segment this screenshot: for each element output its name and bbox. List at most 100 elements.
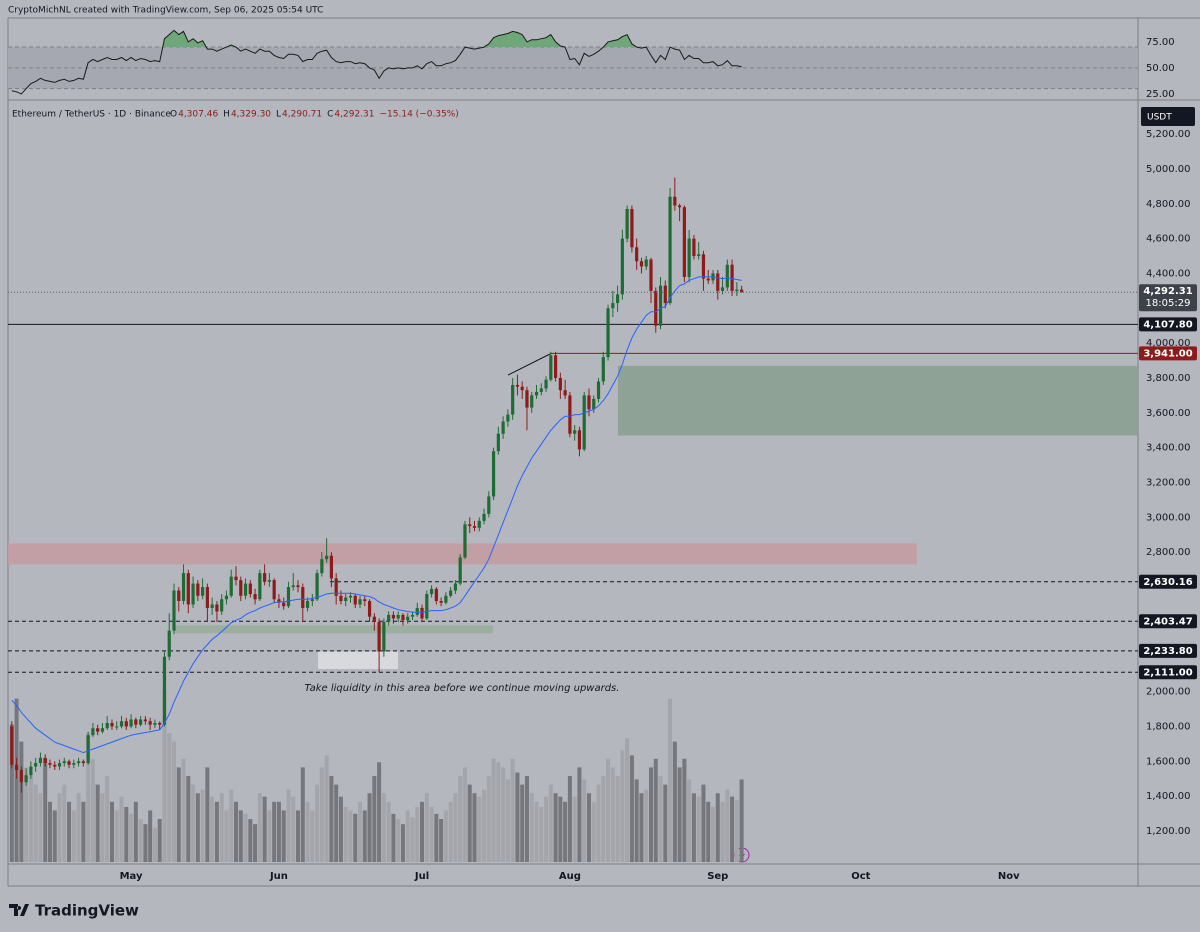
- volume-bar: [19, 741, 24, 862]
- candle-body: [382, 621, 386, 652]
- zone: [618, 365, 1138, 436]
- candle-body: [635, 247, 639, 262]
- candle-body: [315, 573, 319, 600]
- volume-bar: [658, 776, 663, 862]
- price-level-box: [1139, 317, 1197, 332]
- volume-bar: [152, 827, 157, 862]
- candle-body: [501, 421, 505, 434]
- candle-body: [210, 604, 214, 608]
- volume-bar: [52, 810, 57, 862]
- zone: [318, 651, 398, 669]
- y-tick-label: 5,200.00: [1146, 129, 1191, 140]
- volume-bar: [472, 793, 477, 862]
- candle-body: [81, 761, 85, 764]
- rsi-tick-label: 75.00: [1146, 37, 1175, 48]
- candle-body: [267, 580, 271, 582]
- volume-bar: [33, 784, 38, 862]
- volume-bar: [696, 796, 701, 862]
- volume-bar: [191, 784, 196, 862]
- volume-bar: [353, 813, 358, 862]
- candle-body: [534, 391, 539, 396]
- volume-bar: [720, 801, 725, 862]
- candle-body: [67, 761, 71, 765]
- volume-bar: [81, 801, 86, 862]
- volume-bar: [396, 819, 401, 862]
- volume-bar: [162, 690, 167, 862]
- candle-body: [86, 735, 90, 764]
- volume-bar: [510, 758, 515, 862]
- volume-bar: [644, 789, 649, 862]
- candle-body: [158, 722, 162, 725]
- volume-bar: [505, 779, 510, 862]
- candle-body: [229, 576, 233, 596]
- volume-bar: [47, 801, 52, 862]
- candle-body: [43, 757, 47, 764]
- volume-bar: [119, 796, 124, 862]
- x-tick-label: Jun: [269, 871, 288, 882]
- candle-body: [162, 656, 167, 725]
- candle-body: [539, 388, 543, 392]
- candle-body: [91, 728, 95, 736]
- volume-bar: [682, 758, 687, 862]
- volume-bar: [167, 733, 172, 862]
- candle-body: [377, 621, 381, 652]
- ohlc-value: 4,307.46: [178, 110, 218, 120]
- volume-bar: [224, 810, 229, 862]
- volume-bar: [558, 796, 563, 862]
- volume-bar: [677, 767, 682, 862]
- candle-body: [520, 386, 524, 391]
- ohlc-value: 4,292.31: [334, 110, 374, 120]
- volume-bar: [9, 724, 14, 862]
- candle-body: [468, 524, 472, 527]
- candle-body: [429, 588, 434, 595]
- currency-box: [1141, 107, 1195, 126]
- y-tick-label: 3,200.00: [1146, 478, 1191, 489]
- candle-body: [530, 395, 534, 408]
- candle-body: [286, 587, 291, 607]
- y-tick-label: 1,400.00: [1146, 791, 1191, 802]
- candle-body: [358, 599, 362, 605]
- volume-bar: [214, 801, 219, 862]
- candle-body: [143, 719, 147, 722]
- candle-body: [301, 587, 305, 608]
- candle-body: [573, 430, 577, 434]
- volume-bar: [606, 758, 611, 862]
- volume-bar: [148, 810, 153, 862]
- volume-bar: [601, 776, 606, 862]
- candle-body: [220, 599, 224, 612]
- volume-bar: [544, 796, 549, 862]
- ohlc-value: 4,329.30: [231, 110, 271, 120]
- candle-body: [458, 557, 462, 584]
- candle-body: [740, 289, 744, 293]
- zone: [175, 625, 493, 634]
- volume-bar: [596, 784, 601, 862]
- candle-body: [692, 238, 696, 257]
- volume-bar: [157, 819, 162, 862]
- volume-bar: [458, 776, 463, 862]
- volume-bar: [310, 810, 315, 862]
- brand-logo: TradingView: [9, 902, 139, 920]
- volume-bar: [71, 810, 76, 862]
- candle-body: [29, 766, 33, 776]
- candle-body: [14, 764, 19, 771]
- x-tick-label: Sep: [707, 871, 728, 882]
- volume-bar: [57, 793, 62, 862]
- candle-body: [363, 599, 367, 602]
- candle-body: [224, 595, 229, 600]
- candle-body: [453, 583, 458, 591]
- volume-bar: [534, 801, 539, 862]
- candle-body: [124, 721, 128, 727]
- volume-bar: [639, 793, 644, 862]
- volume-bar: [701, 784, 706, 862]
- volume-bar: [238, 810, 243, 862]
- candle-body: [439, 601, 443, 603]
- candle-body: [615, 294, 620, 304]
- volume-bar: [672, 741, 677, 862]
- volume-bar: [105, 776, 110, 862]
- volume-bar: [706, 801, 711, 862]
- candle-body: [449, 590, 453, 596]
- x-tick-label: Nov: [998, 871, 1020, 882]
- candle-body: [344, 597, 348, 602]
- volume-bar: [653, 758, 658, 862]
- volume-bar: [76, 793, 81, 862]
